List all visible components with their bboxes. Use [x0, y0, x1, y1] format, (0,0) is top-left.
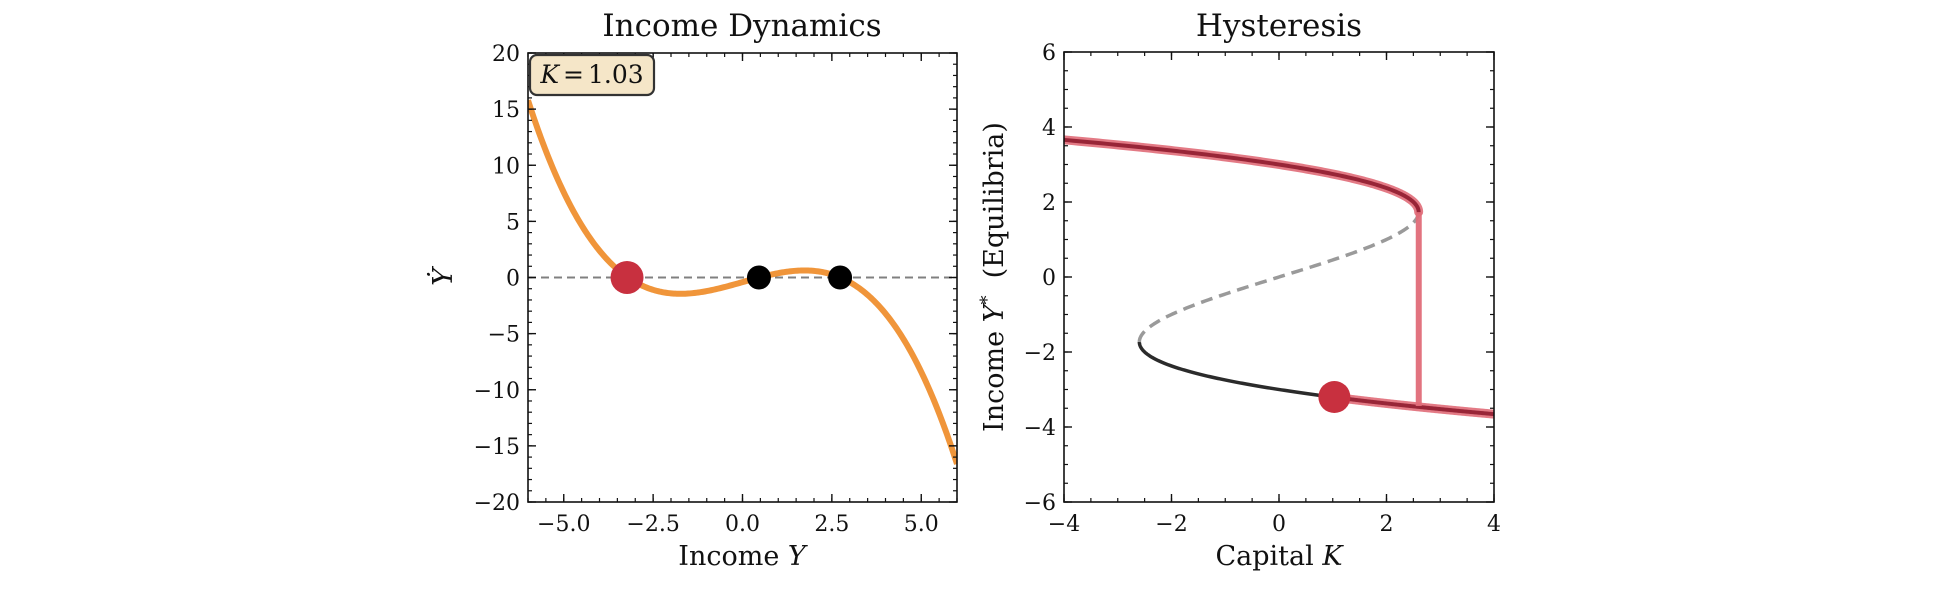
equilibrium-marker [746, 265, 771, 290]
y-axis-label-suffix: (Equilibria) [979, 122, 1010, 295]
x-axis-label-text: Income [678, 541, 788, 572]
hysteresis-path [1064, 135, 1494, 419]
axes-frame [1063, 51, 1495, 503]
y-tick-label: 0 [1042, 266, 1056, 291]
y-tick-label: −5 [488, 323, 520, 348]
x-axis-label-text: Capital [1215, 541, 1322, 572]
annotation-text: K = 1.03 [539, 60, 643, 89]
y-tick-label: 20 [492, 42, 520, 67]
axes-frame [527, 52, 958, 503]
y-axis-label-var: Y [979, 302, 1010, 322]
income-dynamics-panel: Income Dynamics −5.0 −2.5 0.0 2.5 5.0−20−15−… [426, 8, 958, 572]
annotation-box [528, 53, 656, 97]
current-equilibrium-marker [610, 261, 644, 294]
x-tick-label: 2 [1380, 512, 1394, 537]
x-axis-label-var: K [1321, 541, 1344, 572]
y-tick-label: 15 [492, 98, 520, 123]
y-tick-label: 2 [1042, 191, 1056, 216]
y-axis-label-sup: * [977, 296, 998, 305]
x-tick-label: 0.0 [725, 512, 760, 537]
x-tick-label: −2 [1155, 512, 1187, 537]
x-tick-label: −5.0 [537, 512, 590, 537]
y-tick-label: 6 [1042, 41, 1056, 66]
y-tick-label: −15 [474, 435, 520, 460]
y-axis-label-text: Income [979, 322, 1010, 432]
y-tick-label: −6 [1024, 491, 1056, 516]
x-tick-label: 5.0 [904, 512, 939, 537]
x-tick-label: 0 [1272, 512, 1286, 537]
annotation-var: K [539, 60, 560, 89]
y-tick-label: 10 [492, 154, 520, 179]
unstable-branch [1137, 211, 1421, 343]
x-tick-label: −4 [1048, 512, 1080, 537]
y-tick-label: −20 [474, 491, 520, 516]
path-upper-segment [1064, 135, 1424, 217]
annotation-eq: = [563, 60, 584, 89]
current-state-marker [1318, 381, 1351, 413]
y-tick-label: −2 [1024, 341, 1056, 366]
equilibrium-marker [828, 265, 853, 290]
x-axis-label: Income Y [678, 541, 808, 572]
y-tick-label: 5 [506, 210, 520, 235]
y-tick-label: 4 [1042, 116, 1056, 141]
annotation-value: 1.03 [588, 60, 644, 89]
ydot-curve [528, 99, 957, 465]
x-tick-label: −2.5 [626, 512, 679, 537]
y-axis-label: Income Y* (Equilibria) [977, 122, 1010, 432]
path-upper-segment [1064, 137, 1421, 215]
chart-title: Hysteresis [1196, 8, 1362, 44]
chart-title: Income Dynamics [602, 8, 881, 44]
path-lower-segment [1333, 395, 1494, 417]
plot-area [528, 99, 957, 465]
x-tick-label: 4 [1487, 512, 1501, 537]
x-tick-label: 2.5 [814, 512, 849, 537]
y-tick-label: −10 [474, 379, 520, 404]
plot-area [1064, 135, 1494, 419]
y-axis-label: Ẏ [426, 266, 459, 286]
k-annotation: K = 1.03 [528, 53, 656, 97]
upper-stable-branch [1064, 138, 1421, 213]
x-axis-label-var: Y [788, 541, 808, 572]
x-axis-label: Capital K [1215, 541, 1344, 572]
y-tick-label: −4 [1024, 416, 1056, 441]
y-tick-label: 0 [506, 267, 520, 292]
axis-ticks: −5.0 −2.5 0.0 2.5 5.0 −20 −15 −10 −5 0 5 10 15 20 [474, 42, 958, 537]
